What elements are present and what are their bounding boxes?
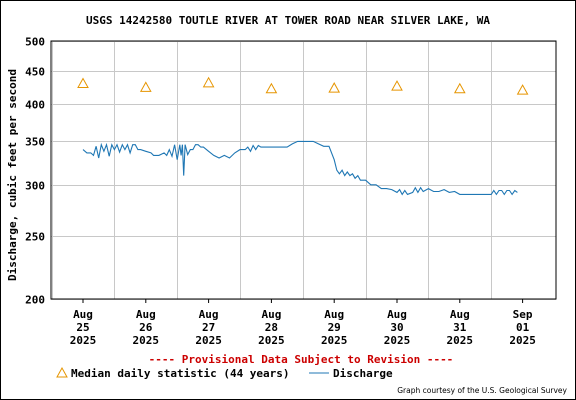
x-tick-label: 2025 — [258, 334, 285, 347]
plot-border — [50, 40, 557, 300]
x-tick-label: 2025 — [70, 334, 97, 347]
x-tick-label: 2025 — [509, 334, 536, 347]
y-tick-label: 250 — [25, 231, 45, 244]
median-triangle-marker — [453, 82, 466, 94]
credit-note: Graph courtesy of the U.S. Geological Su… — [397, 386, 567, 395]
x-tick-label: 27 — [202, 321, 215, 334]
y-tick-label: 200 — [25, 294, 45, 307]
x-tick-label: 26 — [139, 321, 153, 334]
chart-title: USGS 14242580 TOUTLE RIVER AT TOWER ROAD… — [86, 14, 490, 27]
x-tick-label: 25 — [76, 321, 89, 334]
x-tick-label: Aug — [387, 308, 407, 321]
y-tick-label: 400 — [25, 99, 45, 112]
x-axis-ticks: Aug252025Aug262025Aug272025Aug282025Aug2… — [70, 299, 536, 347]
x-tick-label: 31 — [453, 321, 467, 334]
x-tick-label: Aug — [261, 308, 281, 321]
x-tick-label: 29 — [328, 321, 341, 334]
y-tick-label: 350 — [25, 136, 45, 149]
x-tick-label: Aug — [136, 308, 156, 321]
median-triangle-marker — [265, 82, 278, 94]
x-tick-label: 2025 — [133, 334, 160, 347]
series-layer — [77, 76, 529, 196]
legend-median-label: Median daily statistic (44 years) — [71, 367, 290, 380]
median-triangle-marker — [391, 80, 403, 91]
y-tick-label: 500 — [25, 36, 45, 49]
x-tick-label: 2025 — [447, 334, 474, 347]
x-tick-label: Aug — [324, 308, 344, 321]
x-tick-label: 28 — [265, 321, 278, 334]
y-axis-ticks: 200 250 300 350 400 450 500 — [25, 36, 45, 307]
grid-layer — [51, 41, 556, 300]
median-triangle-marker — [77, 77, 89, 88]
x-tick-label: 01 — [516, 321, 530, 334]
y-axis-label: Discharge, cubic feet per second — [6, 69, 19, 281]
legend-median-triangle-icon — [56, 366, 68, 378]
median-triangle-marker — [328, 82, 341, 93]
x-tick-label: 2025 — [321, 334, 348, 347]
x-tick-label: 30 — [390, 321, 403, 334]
legend-discharge-label: Discharge — [333, 367, 393, 380]
x-tick-label: Aug — [450, 308, 470, 321]
provisional-notice: ---- Provisional Data Subject to Revisio… — [149, 353, 454, 366]
x-tick-label: 2025 — [195, 334, 222, 347]
median-triangle-marker — [516, 84, 529, 95]
x-tick-label: 2025 — [384, 334, 411, 347]
x-tick-label: Aug — [199, 308, 219, 321]
discharge-line — [82, 140, 518, 196]
x-tick-label: Sep — [513, 308, 533, 321]
median-triangle-marker — [202, 76, 215, 88]
y-tick-label: 450 — [25, 66, 45, 79]
x-tick-label: Aug — [73, 308, 93, 321]
y-tick-label: 300 — [25, 180, 45, 193]
legend: Median daily statistic (44 years) Discha… — [56, 366, 393, 380]
median-triangle-marker — [139, 81, 152, 92]
